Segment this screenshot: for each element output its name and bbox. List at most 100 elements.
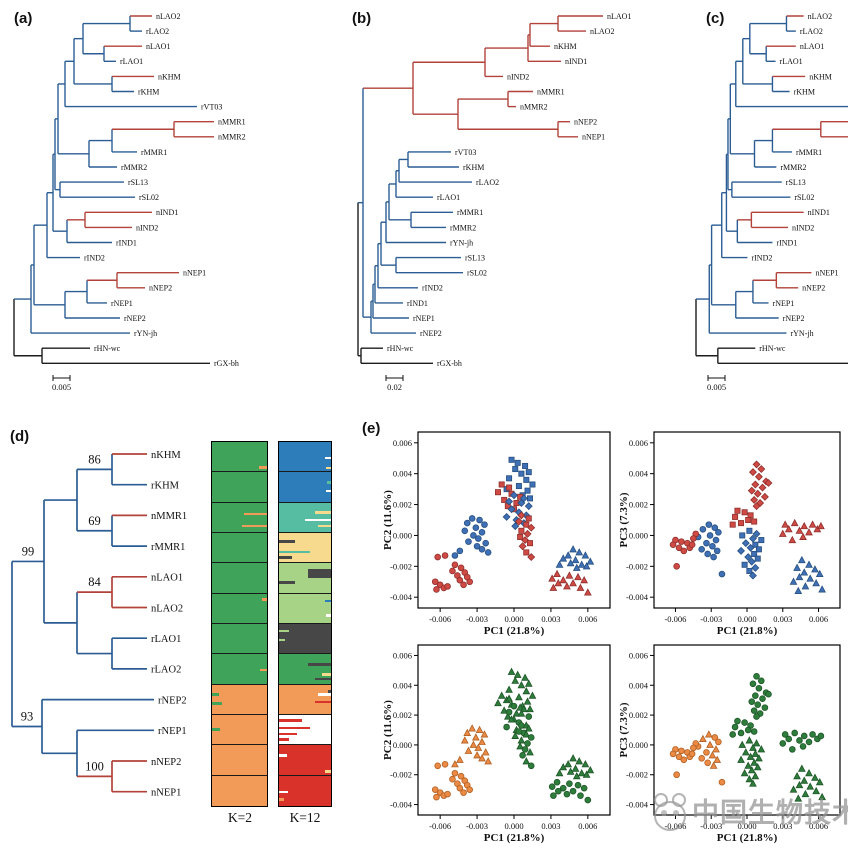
data-point [809, 731, 816, 738]
admixture-streak [325, 614, 331, 617]
data-point [506, 475, 513, 482]
data-point [745, 517, 752, 524]
admixture-streak [318, 524, 331, 528]
tip-label: rYN-jh [790, 329, 813, 338]
data-point [505, 685, 513, 693]
tip-label: rHN-wc [387, 344, 414, 353]
data-point [471, 733, 480, 741]
data-point [818, 792, 826, 801]
data-point [527, 734, 535, 741]
scale-bar-label: 0.02 [387, 382, 402, 392]
x-tick-label: -0.006 [664, 614, 686, 624]
data-point [675, 753, 683, 761]
data-point [734, 717, 741, 725]
data-point [791, 729, 798, 737]
data-point [732, 513, 739, 520]
data-point [478, 737, 486, 745]
data-point [703, 749, 710, 756]
data-point [575, 757, 584, 765]
tip-label: rNEP2 [420, 329, 442, 338]
admixture-streak [260, 668, 267, 672]
data-point [517, 681, 526, 689]
data-point [738, 520, 745, 527]
y-tick-label: -0.004 [626, 592, 649, 602]
data-point [478, 529, 486, 536]
structure-row-nLAO1 [279, 563, 331, 594]
tip-label: nKHM [158, 72, 181, 81]
data-point [582, 562, 591, 570]
data-point [704, 759, 711, 767]
data-point [794, 794, 803, 802]
tip-label: nNEP2 [574, 118, 597, 127]
data-point [712, 745, 720, 753]
data-point [752, 529, 761, 538]
data-point [673, 563, 680, 570]
data-point [433, 793, 440, 801]
tip-label: nLAO1 [607, 12, 631, 21]
data-point [510, 702, 518, 710]
tip-label: nIND1 [565, 57, 587, 66]
tip-label: nLAO2 [590, 27, 614, 36]
data-point [511, 731, 520, 739]
data-point [750, 495, 759, 504]
data-point [572, 563, 581, 571]
data-point [522, 730, 531, 738]
x-tick-label: 0.000 [504, 614, 523, 624]
data-point [523, 521, 530, 528]
data-point [577, 560, 586, 568]
data-point [680, 756, 688, 764]
data-point [524, 724, 533, 732]
structure-row-nKHM [212, 442, 267, 473]
data-point [749, 534, 757, 543]
data-point [741, 719, 748, 726]
data-point [752, 692, 759, 700]
y-tick-label: 0.006 [393, 438, 412, 448]
data-point [466, 578, 473, 586]
admixture-streak [307, 569, 331, 579]
data-point [744, 553, 753, 562]
tip-label: rMMR1 [457, 208, 483, 217]
y-tick-label: 0.006 [629, 650, 648, 660]
tip-label: rNEP1 [158, 726, 187, 737]
structure-row-rKHM [279, 472, 331, 503]
data-point [734, 507, 741, 514]
data-point [497, 691, 506, 699]
data-point [526, 704, 534, 713]
data-point [800, 776, 809, 784]
y-tick-label: 0.006 [629, 438, 648, 448]
data-point [456, 784, 464, 792]
y-tick-label: 0.000 [629, 530, 648, 540]
structure-row-rNEP2 [279, 684, 331, 715]
tip-label: rNEP2 [158, 695, 187, 706]
data-point [574, 781, 582, 789]
data-point [473, 751, 481, 759]
tip-label: rMMR2 [450, 223, 476, 232]
structure-row-rNEP1 [212, 714, 267, 746]
tip-label: rMMR1 [151, 542, 185, 553]
admixture-streak [318, 693, 331, 696]
structure-row-rNEP1 [279, 714, 331, 746]
data-point [451, 760, 459, 768]
data-point [476, 516, 483, 524]
data-point [586, 766, 595, 774]
data-point [760, 492, 769, 501]
data-point [507, 667, 516, 675]
y-tick-label: -0.002 [626, 561, 648, 571]
data-point [800, 568, 809, 576]
tip-label: rYN-jh [134, 329, 157, 338]
data-point [678, 747, 685, 755]
data-point [755, 684, 763, 692]
tip-label: nMMR2 [218, 133, 246, 142]
data-point [806, 782, 815, 790]
data-point [515, 483, 522, 490]
tip-label: rKHM [151, 480, 180, 491]
panel-label-a: (a) [14, 10, 33, 27]
admixture-streak [305, 518, 331, 522]
admixture-streak [324, 599, 331, 602]
data-point [569, 787, 577, 795]
data-point [505, 497, 514, 506]
data-point [711, 524, 719, 532]
data-point [753, 763, 762, 771]
admixture-streak [315, 700, 331, 704]
